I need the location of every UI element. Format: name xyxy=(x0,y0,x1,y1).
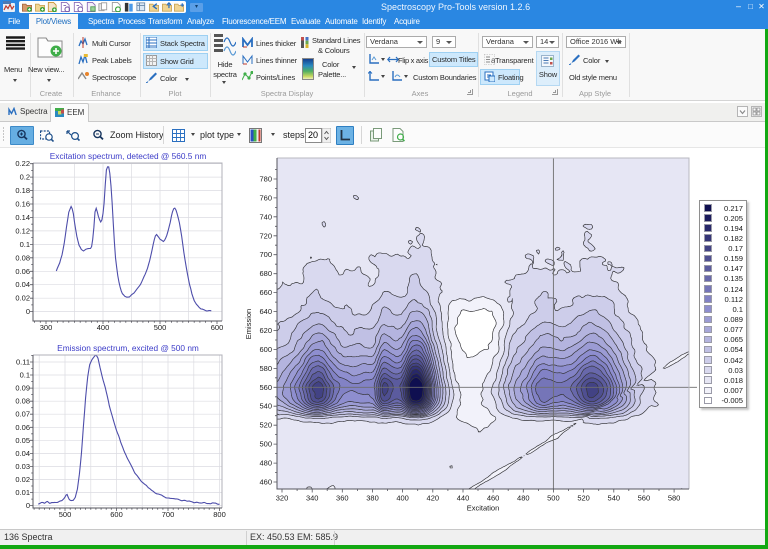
svg-text:0.02: 0.02 xyxy=(15,475,30,484)
svg-text:Excitation spectrum, detected: Excitation spectrum, detected @ 560.5 nm xyxy=(50,151,207,161)
svg-text:500: 500 xyxy=(259,440,272,449)
svg-text:Emission: Emission xyxy=(244,309,253,339)
svg-text:700: 700 xyxy=(162,510,175,519)
svg-text:620: 620 xyxy=(259,326,272,335)
svg-text:500: 500 xyxy=(59,510,72,519)
svg-text:400: 400 xyxy=(396,494,409,503)
svg-text:380: 380 xyxy=(366,494,379,503)
svg-text:0.1: 0.1 xyxy=(20,240,30,249)
svg-text:800: 800 xyxy=(213,510,226,519)
svg-text:480: 480 xyxy=(517,494,530,503)
svg-text:520: 520 xyxy=(577,494,590,503)
svg-text:520: 520 xyxy=(259,421,272,430)
svg-text:0.09: 0.09 xyxy=(15,384,30,393)
svg-text:500: 500 xyxy=(154,323,167,332)
svg-text:640: 640 xyxy=(259,307,272,316)
svg-text:720: 720 xyxy=(259,231,272,240)
svg-text:560: 560 xyxy=(259,383,272,392)
svg-text:600: 600 xyxy=(110,510,123,519)
svg-text:400: 400 xyxy=(97,323,110,332)
svg-text:0.12: 0.12 xyxy=(15,226,30,235)
svg-text:460: 460 xyxy=(487,494,500,503)
svg-text:0.04: 0.04 xyxy=(15,280,30,289)
svg-text:0.01: 0.01 xyxy=(15,488,30,497)
svg-text:0: 0 xyxy=(26,307,30,316)
svg-text:580: 580 xyxy=(259,364,272,373)
svg-text:0.11: 0.11 xyxy=(16,358,30,367)
svg-text:0.02: 0.02 xyxy=(15,294,30,303)
svg-text:580: 580 xyxy=(668,494,681,503)
svg-text:460: 460 xyxy=(259,478,272,487)
svg-text:0.2: 0.2 xyxy=(20,173,30,182)
svg-text:600: 600 xyxy=(259,345,272,354)
svg-text:420: 420 xyxy=(427,494,440,503)
svg-text:300: 300 xyxy=(40,323,53,332)
svg-text:0.06: 0.06 xyxy=(15,423,30,432)
svg-text:740: 740 xyxy=(259,212,272,221)
svg-text:500: 500 xyxy=(547,494,560,503)
svg-text:0.05: 0.05 xyxy=(15,436,30,445)
svg-text:Emission spectrum, excited @ 5: Emission spectrum, excited @ 500 nm xyxy=(57,343,199,353)
svg-text:440: 440 xyxy=(457,494,470,503)
svg-text:0.08: 0.08 xyxy=(15,253,30,262)
svg-text:320: 320 xyxy=(276,494,289,503)
svg-text:0.14: 0.14 xyxy=(15,213,30,222)
svg-text:760: 760 xyxy=(259,193,272,202)
svg-text:480: 480 xyxy=(259,459,272,468)
svg-text:0.18: 0.18 xyxy=(15,186,30,195)
svg-text:0.07: 0.07 xyxy=(15,410,30,419)
svg-text:540: 540 xyxy=(608,494,621,503)
svg-text:540: 540 xyxy=(259,402,272,411)
svg-text:0.1: 0.1 xyxy=(20,371,30,380)
svg-text:0.22: 0.22 xyxy=(15,159,30,168)
svg-text:680: 680 xyxy=(259,269,272,278)
svg-text:0.03: 0.03 xyxy=(15,462,30,471)
svg-text:560: 560 xyxy=(638,494,651,503)
svg-text:780: 780 xyxy=(259,175,272,184)
svg-text:0.16: 0.16 xyxy=(15,200,30,209)
svg-text:0: 0 xyxy=(26,501,30,510)
svg-text:a: a xyxy=(491,56,495,65)
svg-text:0.04: 0.04 xyxy=(15,449,30,458)
svg-text:0.08: 0.08 xyxy=(15,397,30,406)
svg-text:360: 360 xyxy=(336,494,349,503)
svg-text:660: 660 xyxy=(259,288,272,297)
svg-text:700: 700 xyxy=(259,250,272,259)
svg-text:600: 600 xyxy=(211,323,224,332)
svg-text:Excitation: Excitation xyxy=(467,504,500,513)
svg-text:340: 340 xyxy=(306,494,319,503)
svg-text:0.06: 0.06 xyxy=(15,267,30,276)
